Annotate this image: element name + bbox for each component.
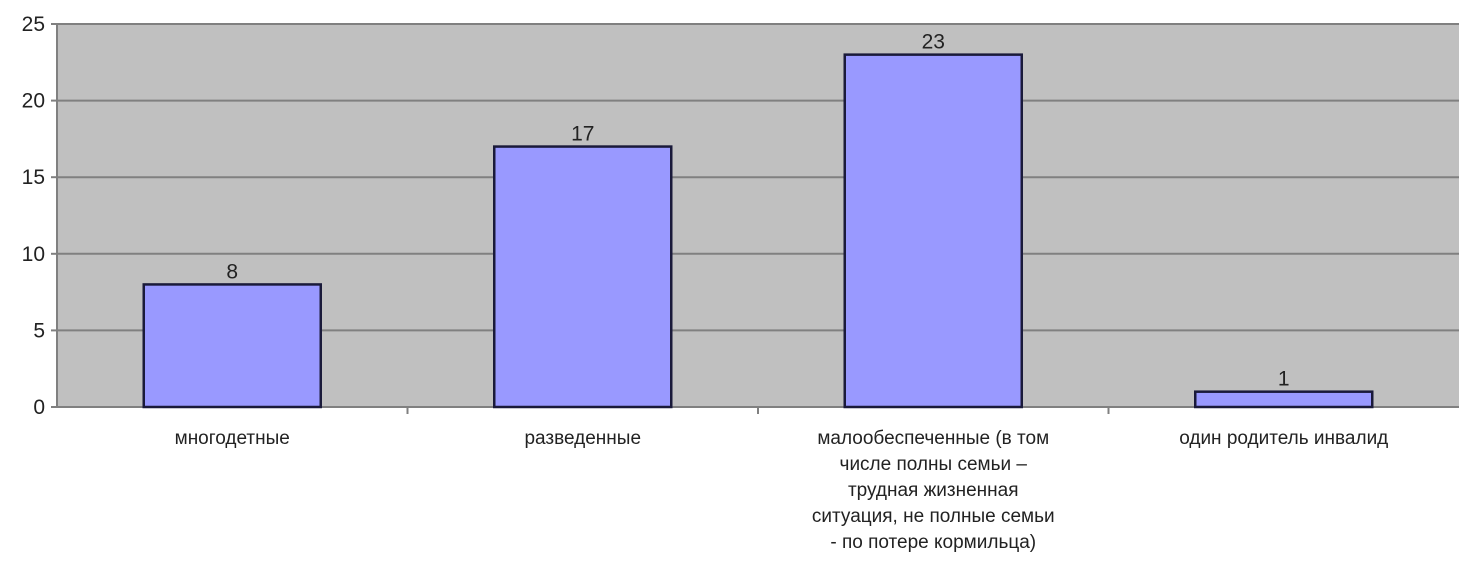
category-label-2-line-3: ситуация, не полные семьи	[812, 506, 1055, 527]
y-tick-label-25: 25	[22, 13, 45, 36]
bar-1	[492, 145, 673, 409]
y-axis-ticks: 0 5 10 15 20 25	[22, 13, 57, 419]
data-label-2: 23	[922, 31, 945, 54]
category-label-2-line-4: - по потере кормильца)	[830, 532, 1036, 553]
category-label-0-line-0: многодетные	[175, 428, 290, 449]
category-label-2: малообеспеченные (в том числе полны семьи…	[812, 428, 1055, 553]
category-label-2-line-2: трудная жизненная	[848, 480, 1019, 501]
bar-2	[843, 53, 1024, 409]
category-labels: многодетные разведенные малообеспеченные (…	[175, 428, 1389, 553]
y-tick-label-15: 15	[22, 166, 45, 189]
category-label-3: один родитель инвалид	[1179, 428, 1388, 449]
category-label-0: многодетные	[175, 428, 290, 449]
data-label-3: 1	[1278, 368, 1290, 391]
y-tick-label-20: 20	[22, 90, 45, 113]
y-tick-label-10: 10	[22, 243, 45, 266]
category-label-1-line-0: разведенные	[524, 428, 641, 449]
category-label-1: разведенные	[524, 428, 641, 449]
data-labels: 8 17 23 1	[226, 31, 1289, 391]
y-tick-label-0: 0	[33, 396, 45, 419]
category-label-2-line-1: числе полны семьи –	[840, 454, 1028, 475]
category-label-3-line-0: один родитель инвалид	[1179, 428, 1388, 449]
bar-3	[1193, 390, 1374, 409]
category-label-2-line-0: малообеспеченные (в том	[817, 428, 1049, 449]
bars	[142, 53, 1374, 409]
data-label-1: 17	[571, 123, 594, 146]
data-label-0: 8	[226, 260, 238, 283]
y-tick-label-5: 5	[33, 319, 45, 342]
bar-0	[142, 283, 323, 409]
